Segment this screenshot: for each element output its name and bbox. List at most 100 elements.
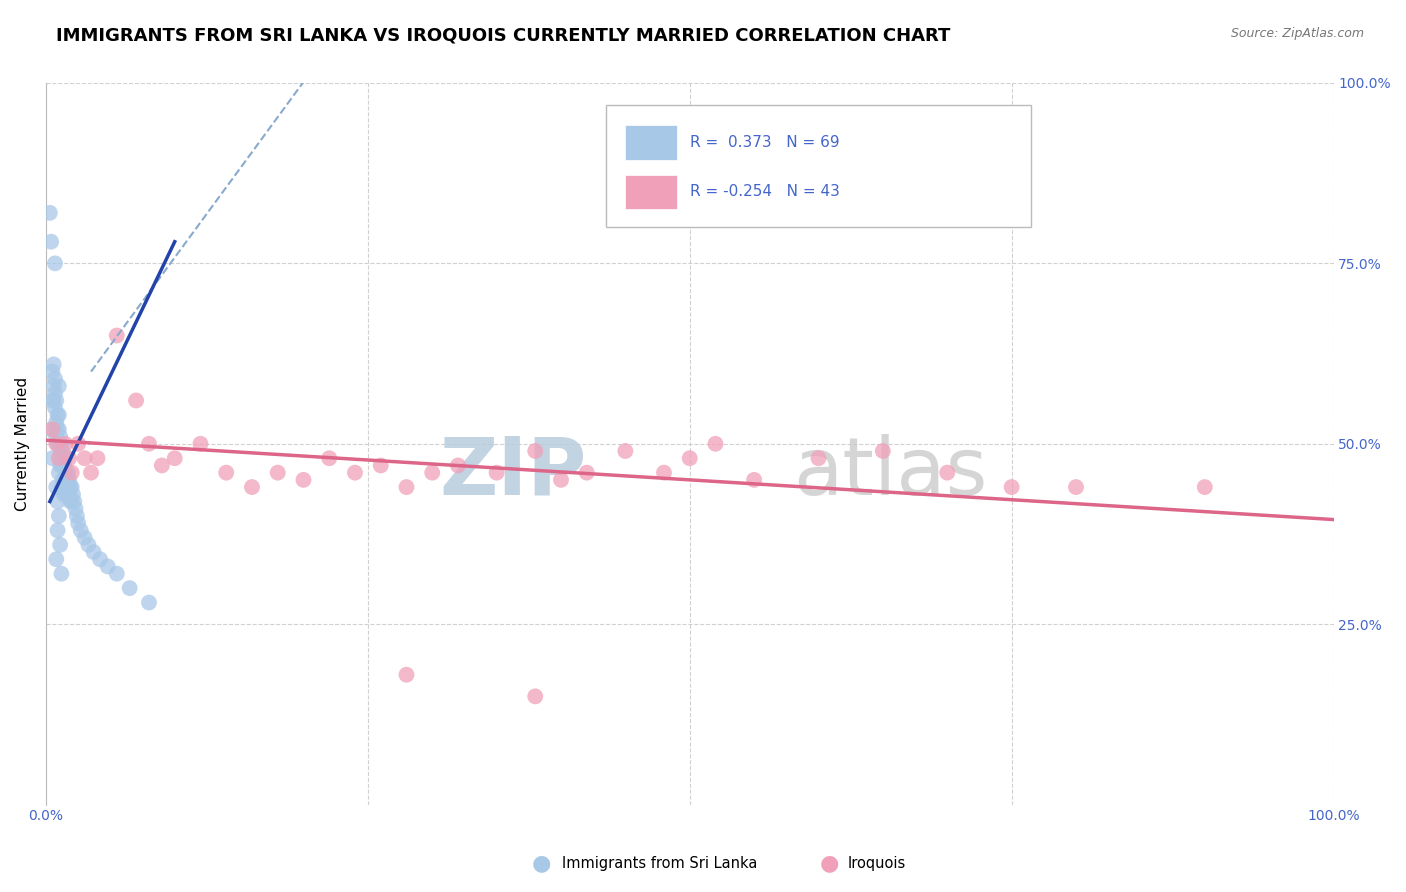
Point <box>83 545 105 559</box>
Point <box>44 401 66 415</box>
Point <box>1064 480 1087 494</box>
Point <box>42 379 65 393</box>
Point <box>48 466 70 480</box>
Point <box>105 566 128 581</box>
Point <box>41 393 63 408</box>
Point <box>55 473 77 487</box>
Bar <box>626 175 676 209</box>
Point <box>936 466 959 480</box>
Point <box>163 451 186 466</box>
Point <box>51 480 73 494</box>
Point <box>524 444 547 458</box>
Point <box>44 256 66 270</box>
Point <box>45 415 67 429</box>
Point <box>118 581 141 595</box>
Point <box>55 487 77 501</box>
Point <box>49 444 72 458</box>
Text: ZIP: ZIP <box>440 434 586 512</box>
Point <box>45 480 67 494</box>
Point <box>52 473 75 487</box>
Point <box>1001 480 1024 494</box>
Point <box>46 408 69 422</box>
Text: R =  0.373   N = 69: R = 0.373 N = 69 <box>690 135 839 150</box>
Point <box>267 466 290 480</box>
Point <box>53 451 76 466</box>
Bar <box>626 126 676 160</box>
Point <box>53 480 76 494</box>
Point <box>41 451 63 466</box>
Point <box>53 437 76 451</box>
Text: Source: ZipAtlas.com: Source: ZipAtlas.com <box>1230 27 1364 40</box>
Point <box>63 494 86 508</box>
Point <box>60 480 83 494</box>
Point <box>97 559 120 574</box>
Text: IMMIGRANTS FROM SRI LANKA VS IROQUOIS CURRENTLY MARRIED CORRELATION CHART: IMMIGRANTS FROM SRI LANKA VS IROQUOIS CU… <box>56 27 950 45</box>
Point <box>550 473 572 487</box>
Point <box>52 458 75 473</box>
Point <box>240 480 263 494</box>
Point <box>150 458 173 473</box>
Point <box>49 538 72 552</box>
Point <box>80 466 103 480</box>
Point <box>86 451 108 466</box>
Point <box>44 386 66 401</box>
Point <box>51 437 73 451</box>
Point <box>46 524 69 538</box>
Point <box>39 422 62 436</box>
Point <box>53 466 76 480</box>
Text: ●: ● <box>820 854 839 873</box>
Point <box>105 328 128 343</box>
Point <box>60 466 83 480</box>
Point <box>48 437 70 451</box>
Point <box>46 494 69 508</box>
Point <box>138 437 160 451</box>
Point <box>73 531 96 545</box>
Text: atlas: atlas <box>793 434 987 512</box>
Point <box>524 690 547 704</box>
Point <box>807 451 830 466</box>
Point <box>395 480 418 494</box>
Point <box>58 487 80 501</box>
Point <box>53 458 76 473</box>
Point <box>51 566 73 581</box>
Point <box>45 393 67 408</box>
Point <box>190 437 212 451</box>
Point <box>46 437 69 451</box>
Point <box>215 466 238 480</box>
Point <box>45 437 67 451</box>
Point <box>67 437 90 451</box>
Point <box>69 524 91 538</box>
Point <box>45 552 67 566</box>
Point <box>44 372 66 386</box>
Point <box>447 458 470 473</box>
Point <box>49 429 72 443</box>
Point <box>59 494 82 508</box>
Point <box>46 422 69 436</box>
Point <box>49 458 72 473</box>
Point <box>39 235 62 249</box>
Point <box>58 473 80 487</box>
Point <box>45 429 67 443</box>
Point <box>38 206 60 220</box>
Point <box>51 451 73 466</box>
Y-axis label: Currently Married: Currently Married <box>15 376 30 511</box>
Point <box>125 393 148 408</box>
Point <box>53 487 76 501</box>
Point <box>138 596 160 610</box>
Point <box>89 552 111 566</box>
Point <box>742 473 765 487</box>
Point <box>704 437 727 451</box>
Point <box>343 466 366 480</box>
Text: Immigrants from Sri Lanka: Immigrants from Sri Lanka <box>562 856 758 871</box>
Point <box>679 451 702 466</box>
Point <box>77 538 100 552</box>
Point <box>62 487 84 501</box>
Point <box>59 480 82 494</box>
Point <box>48 451 70 466</box>
Point <box>48 408 70 422</box>
Point <box>56 466 79 480</box>
Point <box>872 444 894 458</box>
Point <box>652 466 675 480</box>
Point <box>67 516 90 531</box>
Point <box>48 379 70 393</box>
